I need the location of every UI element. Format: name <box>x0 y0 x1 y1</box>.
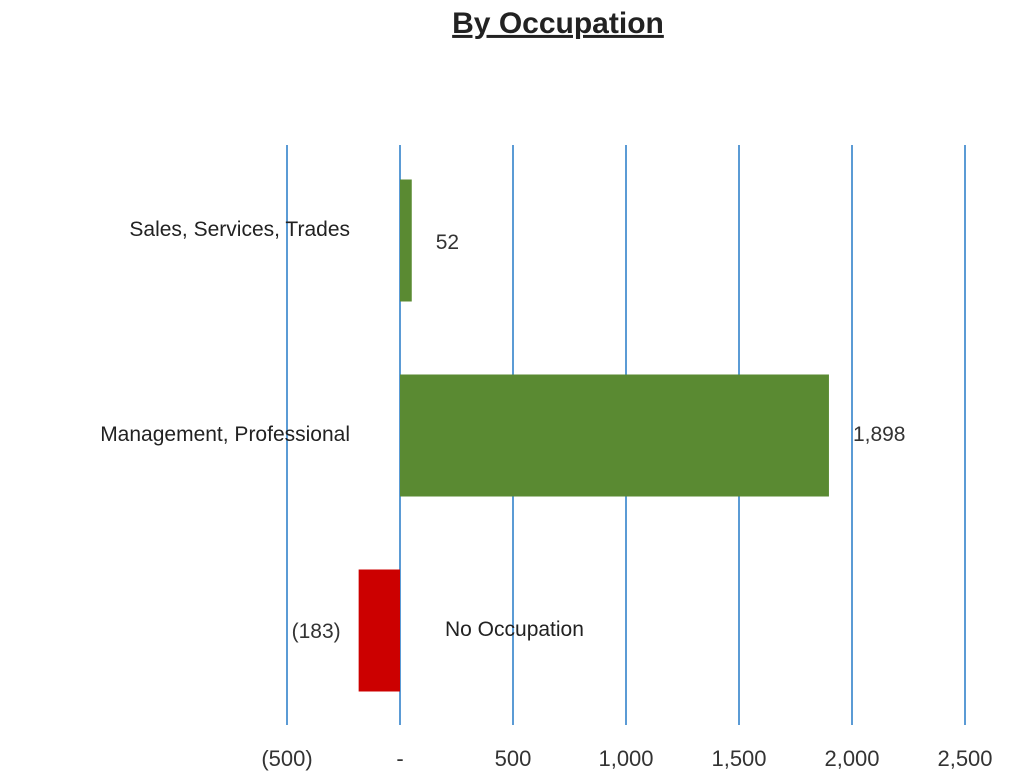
bar <box>400 179 412 302</box>
x-tick-label: (500) <box>261 746 312 771</box>
bar <box>400 374 829 497</box>
x-tick-label: 1,000 <box>598 746 653 771</box>
category-label: Sales, Services, Trades <box>129 218 350 241</box>
x-tick-label: 1,500 <box>711 746 766 771</box>
value-label: 52 <box>436 231 459 254</box>
x-tick-label: 2,500 <box>937 746 992 771</box>
x-tick-label: 2,000 <box>824 746 879 771</box>
value-label: (183) <box>292 620 341 643</box>
value-label: 1,898 <box>853 423 906 446</box>
x-tick-label: 500 <box>495 746 532 771</box>
chart-title: By Occupation <box>452 7 664 40</box>
category-label: No Occupation <box>445 618 584 641</box>
bar <box>358 569 400 692</box>
x-tick-label: - <box>396 746 403 771</box>
category-label: Management, Professional <box>100 423 350 446</box>
